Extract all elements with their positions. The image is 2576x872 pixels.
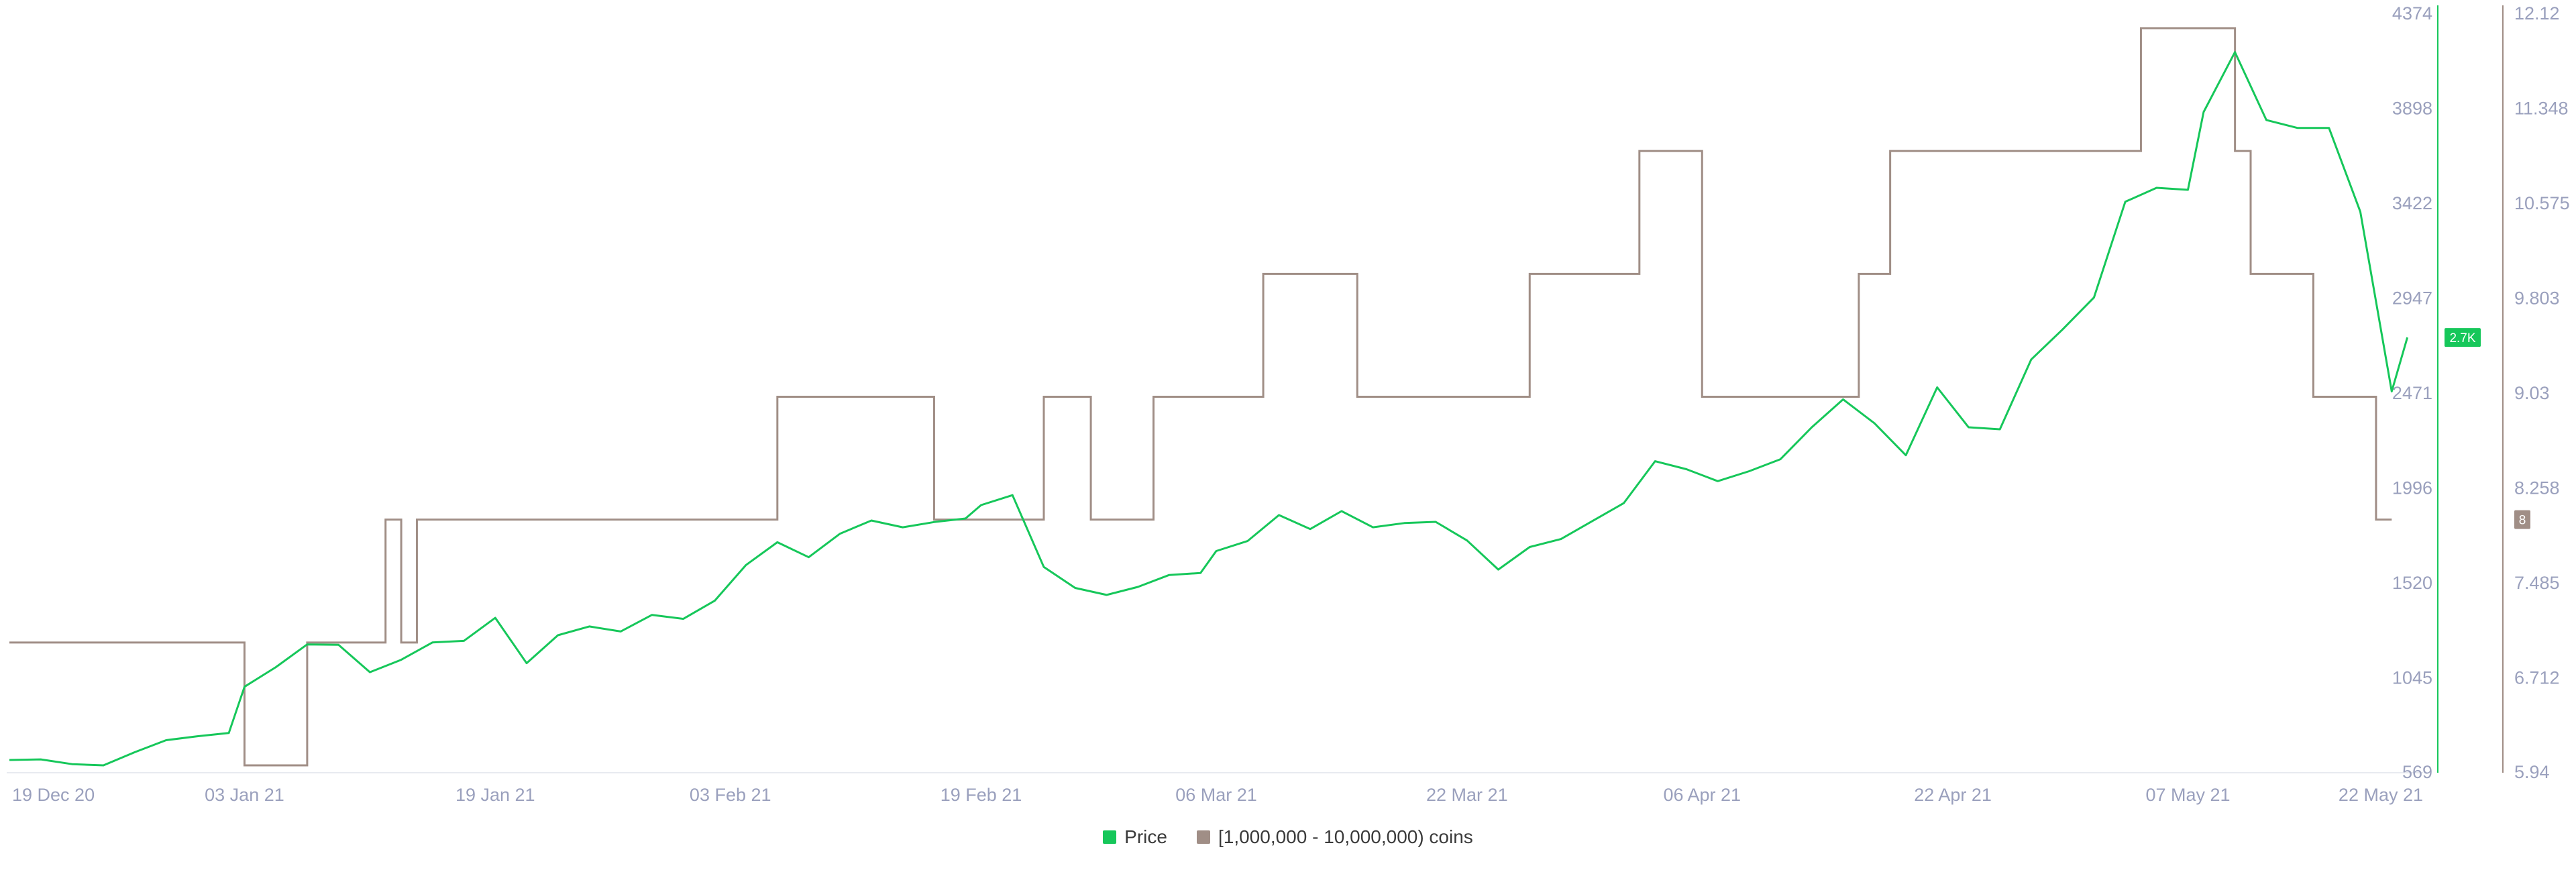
x-tick-label: 07 May 21 xyxy=(2146,785,2231,805)
legend-label-holders: [1,000,000 - 10,000,000) coins xyxy=(1218,826,1473,847)
x-tick-label: 19 Jan 21 xyxy=(455,785,535,805)
x-tick-label: 22 Mar 21 xyxy=(1426,785,1508,805)
right-y-tick-label: 11.348 xyxy=(2514,98,2569,118)
right-y-tick-label: 9.03 xyxy=(2514,383,2550,403)
series-layer xyxy=(9,27,2409,767)
left-y-tick-label: 3898 xyxy=(2392,99,2432,119)
right-y-axis-ticks: 5.94 6.712 7.485 8.258 9.03 9.803 10.575 11.348… xyxy=(2514,3,2570,782)
right-y-tick-label: 6.712 xyxy=(2514,668,2560,688)
legend-item-holders[interactable]: [1,000,000 - 10,000,000) coins xyxy=(1196,826,1473,848)
holders-badge-bg xyxy=(2514,510,2530,529)
holders-badge-value: 8 xyxy=(2519,514,2526,528)
right-y-tick-label: 5.94 xyxy=(2514,762,2550,782)
left-y-tick-label: 1045 xyxy=(2392,667,2432,688)
x-tick-label: 22 May 21 xyxy=(2339,785,2423,805)
x-tick-label: 06 Mar 21 xyxy=(1175,785,1257,805)
x-tick-label: 19 Dec 20 xyxy=(12,785,95,805)
left-y-tick-label: 1996 xyxy=(2392,478,2432,498)
series-line-holders xyxy=(9,27,2392,767)
legend: Price [1,000,000 - 10,000,000) coins xyxy=(0,826,2576,848)
right-y-tick-label: 9.803 xyxy=(2514,288,2560,308)
x-tick-label: 06 Apr 21 xyxy=(1663,785,1741,805)
x-tick-label: 22 Apr 21 xyxy=(1914,785,1992,805)
left-y-tick-label: 3422 xyxy=(2392,193,2432,213)
x-tick-label: 19 Feb 21 xyxy=(941,785,1022,805)
right-y-tick-label: 7.485 xyxy=(2514,573,2560,593)
left-y-tick-label: 4374 xyxy=(2392,3,2432,23)
left-y-axis-ticks: 569 1045 1520 1996 2471 2947 3422 3898 4374 xyxy=(2392,3,2432,782)
price-swatch-icon xyxy=(1103,830,1117,844)
left-y-tick-label: 569 xyxy=(2402,762,2432,782)
legend-item-price[interactable]: Price xyxy=(1103,826,1167,848)
series-line-price xyxy=(9,51,2409,767)
left-y-tick-label: 2471 xyxy=(2392,383,2432,403)
right-y-tick-label: 8.258 xyxy=(2514,478,2560,498)
price-badge-bg xyxy=(2445,328,2481,347)
right-y-tick-label: 10.575 xyxy=(2514,193,2570,213)
x-tick-label: 03 Feb 21 xyxy=(690,785,771,805)
holders-swatch-icon xyxy=(1196,830,1210,844)
last-value-badges: 2.7K 8 xyxy=(2445,328,2530,529)
left-y-tick-label: 2947 xyxy=(2392,288,2432,309)
x-axis-ticks: 19 Dec 20 03 Jan 21 19 Jan 21 03 Feb 21 19 F… xyxy=(12,785,2423,805)
x-tick-label: 03 Jan 21 xyxy=(205,785,284,805)
legend-label-price: Price xyxy=(1124,826,1167,847)
left-y-tick-label: 1520 xyxy=(2392,573,2432,593)
price-badge-value: 2.7K xyxy=(2449,331,2475,345)
right-y-tick-label: 12.12 xyxy=(2514,3,2560,23)
